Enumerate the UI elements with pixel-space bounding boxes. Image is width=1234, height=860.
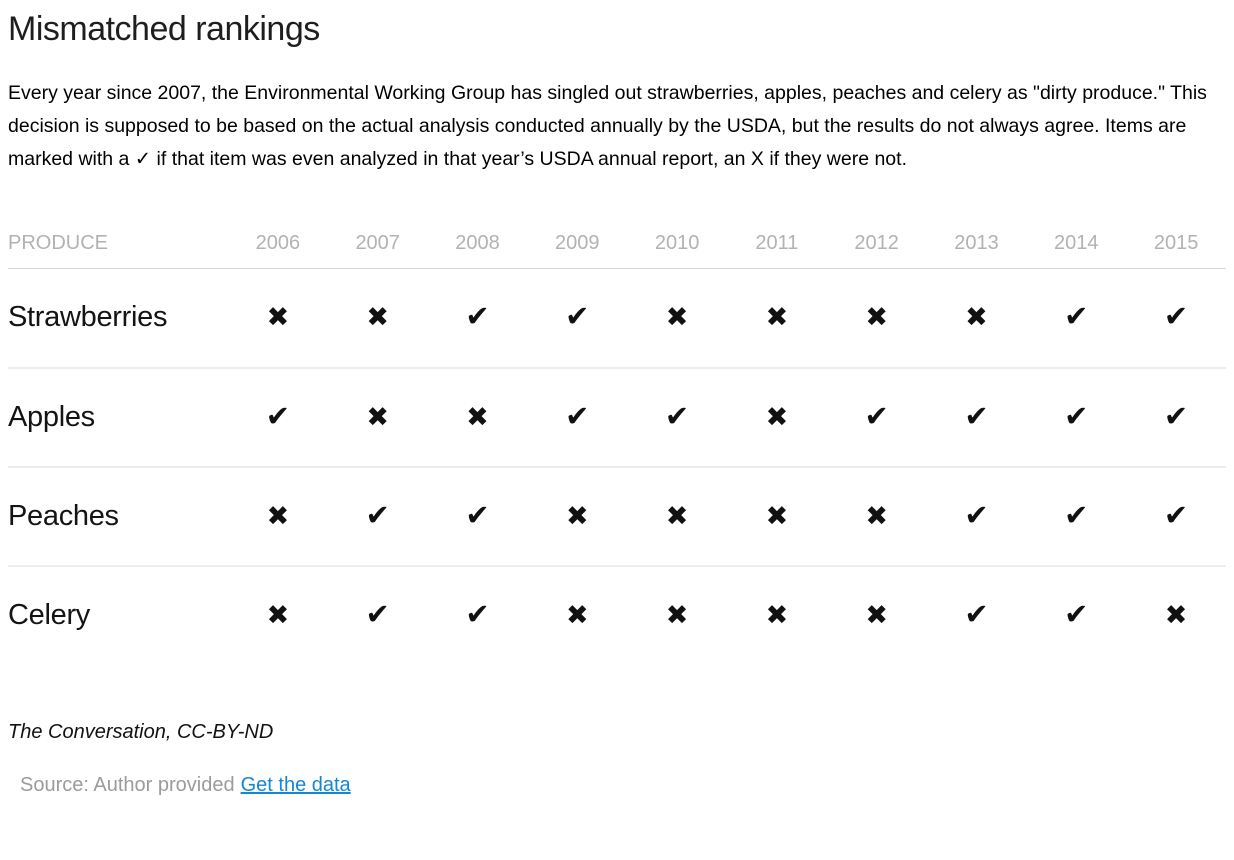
check-icon: ✔	[964, 499, 989, 532]
year-column-header: 2010	[627, 232, 727, 269]
check-icon: ✔	[365, 599, 390, 631]
year-column-header: 2012	[826, 232, 927, 269]
year-column-header: 2006	[228, 232, 328, 269]
page-title: Mismatched rankings	[8, 10, 320, 48]
check-icon: ✔	[465, 599, 490, 631]
x-icon: ✖	[1164, 600, 1188, 630]
x-icon: ✖	[865, 600, 888, 630]
produce-label: Peaches	[8, 499, 119, 532]
check-icon: ✔	[565, 400, 590, 433]
x-icon: ✖	[765, 302, 789, 333]
table-body: Strawberries ✖ ✖ ✔ ✔ ✖ ✖ ✖ ✖ ✔ ✔ Apples ✔ ✖ ✖ ✔ ✔ ✖ ✔ ✔ ✔ ✔ Pe…	[8, 269, 1226, 665]
produce-label: Celery	[8, 599, 90, 631]
x-icon: ✖	[965, 302, 988, 333]
produce-label: Apples	[8, 400, 95, 433]
year-column-header: 2013	[926, 232, 1027, 269]
table-header-row: PRODUCE 2006 2007 2008 2009 2010 2011 2012 2013…	[8, 232, 1226, 269]
figure-container: Mismatched rankings Every year since 200…	[8, 10, 1226, 797]
table-header: PRODUCE 2006 2007 2008 2009 2010 2011 2012 2013…	[8, 232, 1226, 269]
check-icon: ✔	[265, 400, 291, 433]
x-icon: ✖	[765, 401, 789, 432]
year-column-header: 2009	[527, 232, 628, 269]
source-label: Source: Author provided	[20, 773, 235, 796]
x-icon: ✖	[466, 401, 489, 432]
x-icon: ✖	[765, 600, 789, 630]
year-column-header: 2011	[726, 232, 827, 269]
x-icon: ✖	[865, 302, 888, 333]
table-row: Apples ✔ ✖ ✖ ✔ ✔ ✖ ✔ ✔ ✔ ✔	[8, 368, 1226, 467]
check-icon: ✔	[1064, 599, 1089, 631]
x-icon: ✖	[266, 302, 290, 333]
x-icon: ✖	[865, 500, 888, 531]
check-icon: ✔	[664, 400, 690, 433]
year-column-header: 2008	[427, 232, 528, 269]
year-column-header: 2014	[1026, 232, 1127, 269]
check-icon: ✔	[1163, 400, 1189, 433]
check-icon: ✔	[964, 400, 989, 433]
year-column-header: 2007	[327, 232, 428, 269]
check-icon: ✔	[1064, 301, 1089, 334]
x-icon: ✖	[665, 600, 689, 630]
table-row: Strawberries ✖ ✖ ✔ ✔ ✖ ✖ ✖ ✖ ✔ ✔	[8, 269, 1226, 368]
source-line: Source: Author provided Get the data	[8, 774, 1226, 797]
check-icon: ✔	[1163, 499, 1189, 532]
table-row: Peaches ✖ ✔ ✔ ✖ ✖ ✖ ✖ ✔ ✔ ✔	[8, 467, 1226, 566]
x-icon: ✖	[565, 600, 589, 630]
get-the-data-link[interactable]: Get the data	[240, 773, 351, 796]
year-column-header: 2015	[1126, 232, 1226, 269]
x-icon: ✖	[665, 302, 689, 333]
x-icon: ✖	[366, 401, 389, 432]
produce-analysis-table: PRODUCE 2006 2007 2008 2009 2010 2011 2012 2013…	[8, 232, 1226, 665]
credit-line: The Conversation, CC-BY-ND	[8, 720, 274, 743]
x-icon: ✖	[266, 500, 290, 531]
check-icon: ✔	[565, 301, 590, 334]
x-icon: ✖	[266, 600, 290, 630]
x-icon: ✖	[665, 500, 689, 531]
x-icon: ✖	[366, 302, 389, 333]
chart-description: Every year since 2007, the Environmental…	[8, 82, 1207, 170]
check-icon: ✔	[365, 499, 390, 532]
check-icon: ✔	[964, 599, 989, 631]
check-icon: ✔	[1064, 400, 1089, 433]
produce-label: Strawberries	[8, 301, 168, 334]
x-icon: ✖	[565, 500, 589, 531]
check-icon: ✔	[1163, 301, 1189, 334]
produce-column-header: PRODUCE	[8, 232, 228, 269]
check-icon: ✔	[864, 400, 889, 433]
x-icon: ✖	[765, 500, 789, 531]
check-icon: ✔	[1064, 499, 1089, 532]
table-row: Celery ✖ ✔ ✔ ✖ ✖ ✖ ✖ ✔ ✔ ✖	[8, 566, 1226, 665]
check-icon: ✔	[465, 301, 490, 334]
check-icon: ✔	[465, 499, 490, 532]
